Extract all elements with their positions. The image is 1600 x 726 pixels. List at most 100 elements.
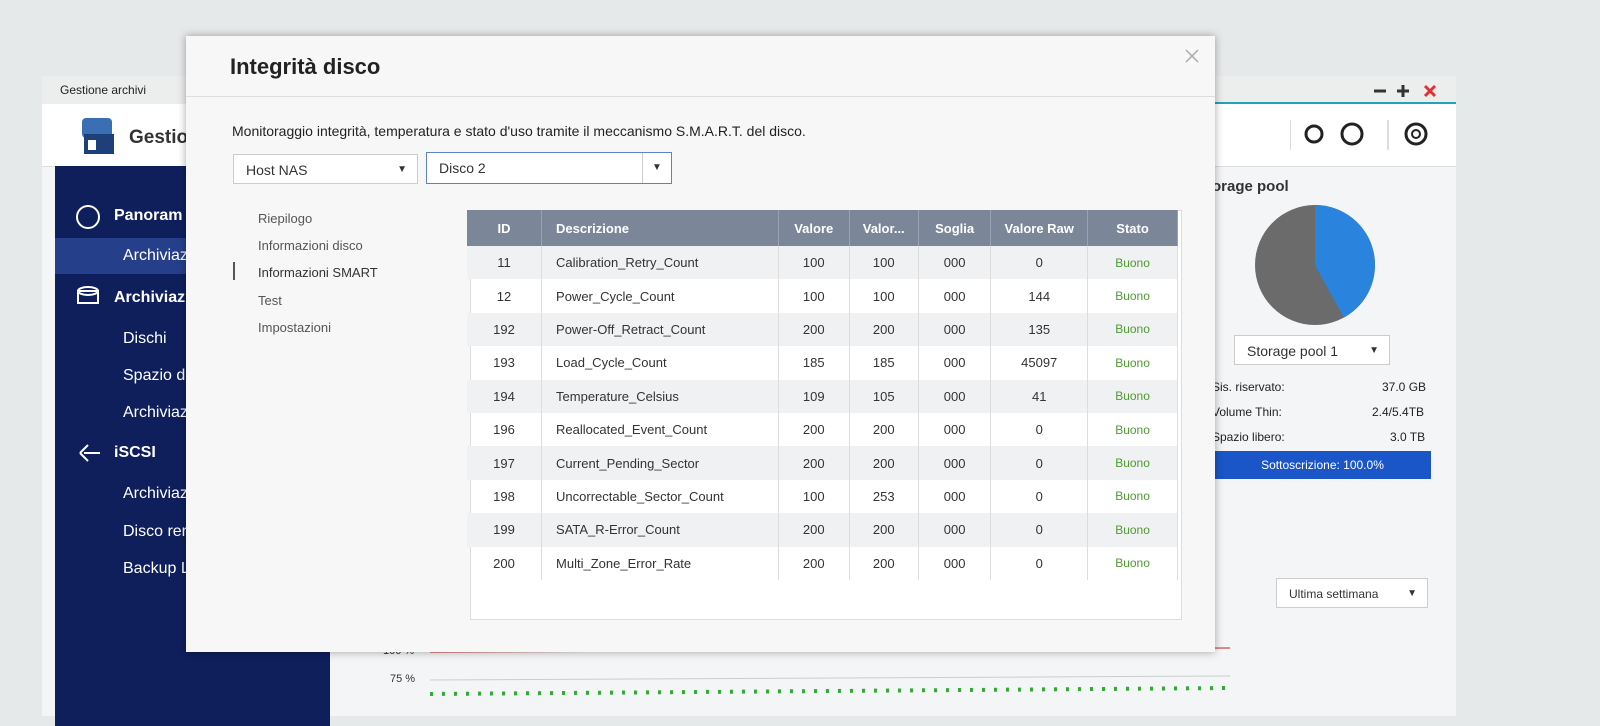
table-cell: 000 bbox=[918, 513, 992, 547]
table-cell: Multi_Zone_Error_Rate bbox=[541, 546, 779, 580]
column-header: Stato bbox=[1087, 210, 1178, 246]
stat-label: Spazio libero: bbox=[1212, 430, 1285, 444]
nav-item[interactable]: Informazioni disco bbox=[258, 238, 363, 253]
sidebar-item[interactable]: Dischi bbox=[123, 330, 167, 347]
sidebar-item[interactable]: Backup L bbox=[123, 560, 190, 577]
table-cell: 197 bbox=[467, 446, 543, 480]
window-controls[interactable] bbox=[1370, 80, 1450, 102]
nav-item[interactable]: Test bbox=[258, 293, 282, 308]
nav-item[interactable]: Informazioni SMART bbox=[258, 265, 378, 280]
disk-select[interactable]: Disco 2 ▼ bbox=[426, 152, 672, 184]
table-row[interactable]: 198 Uncorrectable_Sector_Count 100 253 000 0 B… bbox=[467, 479, 1178, 514]
table-row[interactable]: 192 Power-Off_Retract_Count 200 200 000 135 Bu… bbox=[467, 312, 1178, 347]
table-cell: Reallocated_Event_Count bbox=[541, 412, 779, 447]
table-cell: 0 bbox=[990, 412, 1089, 447]
table-cell: 200 bbox=[778, 513, 850, 547]
app-icon bbox=[82, 118, 114, 154]
table-row[interactable]: 193 Load_Cycle_Count 185 185 000 45097 Buono bbox=[467, 346, 1178, 380]
table-cell: 196 bbox=[467, 412, 543, 447]
table-cell: 200 bbox=[849, 312, 919, 347]
table-row[interactable]: 199 SATA_R-Error_Count 200 200 000 0 Buono bbox=[467, 513, 1178, 547]
table-cell: 11 bbox=[467, 246, 543, 280]
table-cell: 45097 bbox=[990, 346, 1089, 380]
host-select[interactable]: Host NAS ▼ bbox=[233, 154, 418, 184]
table-cell: 100 bbox=[849, 279, 919, 313]
table-cell: 194 bbox=[467, 379, 543, 413]
table-cell: 192 bbox=[467, 312, 543, 347]
table-cell: 193 bbox=[467, 346, 543, 380]
table-row[interactable]: 11 Calibration_Retry_Count 100 100 000 0 Buono bbox=[467, 246, 1178, 280]
table-cell: 000 bbox=[918, 246, 992, 280]
table-row[interactable]: 194 Temperature_Celsius 109 105 000 41 Buono bbox=[467, 379, 1178, 413]
table-cell: Buono bbox=[1087, 412, 1178, 447]
sidebar-item[interactable]: iSCSI bbox=[114, 444, 156, 461]
table-cell: Buono bbox=[1087, 479, 1178, 514]
table-cell: 200 bbox=[849, 412, 919, 447]
table-cell: 105 bbox=[849, 379, 919, 413]
period-select-text: Ultima settimana bbox=[1289, 587, 1379, 601]
dialog-divider bbox=[186, 96, 1215, 97]
table-cell: 200 bbox=[849, 446, 919, 480]
stat-label: Sis. riservato: bbox=[1212, 380, 1285, 394]
table-cell: 144 bbox=[990, 279, 1089, 313]
table-cell: Power-Off_Retract_Count bbox=[541, 312, 779, 347]
sidebar-item[interactable]: Spazio d bbox=[123, 367, 186, 384]
pie-used bbox=[1315, 205, 1375, 318]
sidebar-item[interactable]: Archiviaz bbox=[123, 247, 188, 264]
table-cell: 253 bbox=[849, 479, 919, 514]
sidebar-item[interactable]: Archiviaz bbox=[123, 485, 188, 502]
table-cell: 100 bbox=[849, 246, 919, 280]
table-cell: Buono bbox=[1087, 312, 1178, 347]
table-cell: 200 bbox=[778, 446, 850, 480]
table-row[interactable]: 12 Power_Cycle_Count 100 100 000 144 Buono bbox=[467, 279, 1178, 313]
header-tools[interactable] bbox=[1290, 118, 1440, 152]
table-cell: SATA_R-Error_Count bbox=[541, 513, 779, 547]
sidebar-icons bbox=[76, 205, 100, 462]
table-cell: Buono bbox=[1087, 246, 1178, 280]
table-cell: Buono bbox=[1087, 379, 1178, 413]
sidebar-item[interactable]: Archiviaz bbox=[123, 404, 188, 421]
column-header: Soglia bbox=[918, 210, 992, 246]
table-cell: 200 bbox=[849, 513, 919, 547]
column-header: Valor... bbox=[849, 210, 919, 246]
disk-select-text: Disco 2 bbox=[439, 160, 486, 176]
table-cell: 109 bbox=[778, 379, 850, 413]
table-cell: Load_Cycle_Count bbox=[541, 346, 779, 380]
pool-pie bbox=[1255, 205, 1375, 325]
table-row[interactable]: 200 Multi_Zone_Error_Rate 200 200 000 0 Buono bbox=[467, 546, 1178, 580]
table-cell: 000 bbox=[918, 379, 992, 413]
table-cell: Calibration_Retry_Count bbox=[541, 246, 779, 280]
table-row[interactable]: 197 Current_Pending_Sector 200 200 000 0 Buono bbox=[467, 446, 1178, 480]
table-cell: 0 bbox=[990, 546, 1089, 580]
table-cell: Current_Pending_Sector bbox=[541, 446, 779, 480]
nav-indicator bbox=[233, 262, 235, 280]
table-cell: 000 bbox=[918, 446, 992, 480]
pool-select[interactable]: Storage pool 1 ▼ bbox=[1234, 335, 1390, 365]
stat-value: 3.0 TB bbox=[1390, 430, 1426, 444]
app-title: Gestio bbox=[129, 127, 189, 148]
pool-select-text: Storage pool 1 bbox=[1247, 343, 1339, 359]
sidebar-item[interactable]: Panoram bbox=[114, 207, 183, 224]
table-row[interactable]: 196 Reallocated_Event_Count 200 200 000 0 Buon… bbox=[467, 412, 1178, 447]
column-header: ID bbox=[467, 210, 543, 246]
dialog-close[interactable] bbox=[1184, 48, 1200, 64]
window-title: Gestione archivi bbox=[60, 83, 147, 97]
table-cell: 0 bbox=[990, 446, 1089, 480]
host-select-text: Host NAS bbox=[246, 162, 308, 178]
table-cell: Uncorrectable_Sector_Count bbox=[541, 479, 779, 514]
period-select[interactable]: Ultima settimana ▼ bbox=[1276, 578, 1428, 608]
panel-title: orage pool bbox=[1212, 178, 1289, 195]
table-cell: 100 bbox=[778, 479, 850, 514]
column-header: Valore bbox=[778, 210, 850, 246]
sidebar-item[interactable]: Archiviaz bbox=[114, 289, 186, 306]
table-cell: 200 bbox=[778, 312, 850, 347]
stat-value: 37.0 GB bbox=[1382, 380, 1427, 394]
table-cell: 000 bbox=[918, 479, 992, 514]
stat-value: 2.4/5.4TB bbox=[1372, 405, 1425, 419]
nav-item[interactable]: Riepilogo bbox=[258, 211, 313, 226]
nav-item[interactable]: Impostazioni bbox=[258, 320, 331, 335]
sidebar-item[interactable]: Disco rer bbox=[123, 523, 188, 540]
table-cell: 000 bbox=[918, 312, 992, 347]
table-cell: 200 bbox=[778, 546, 850, 580]
